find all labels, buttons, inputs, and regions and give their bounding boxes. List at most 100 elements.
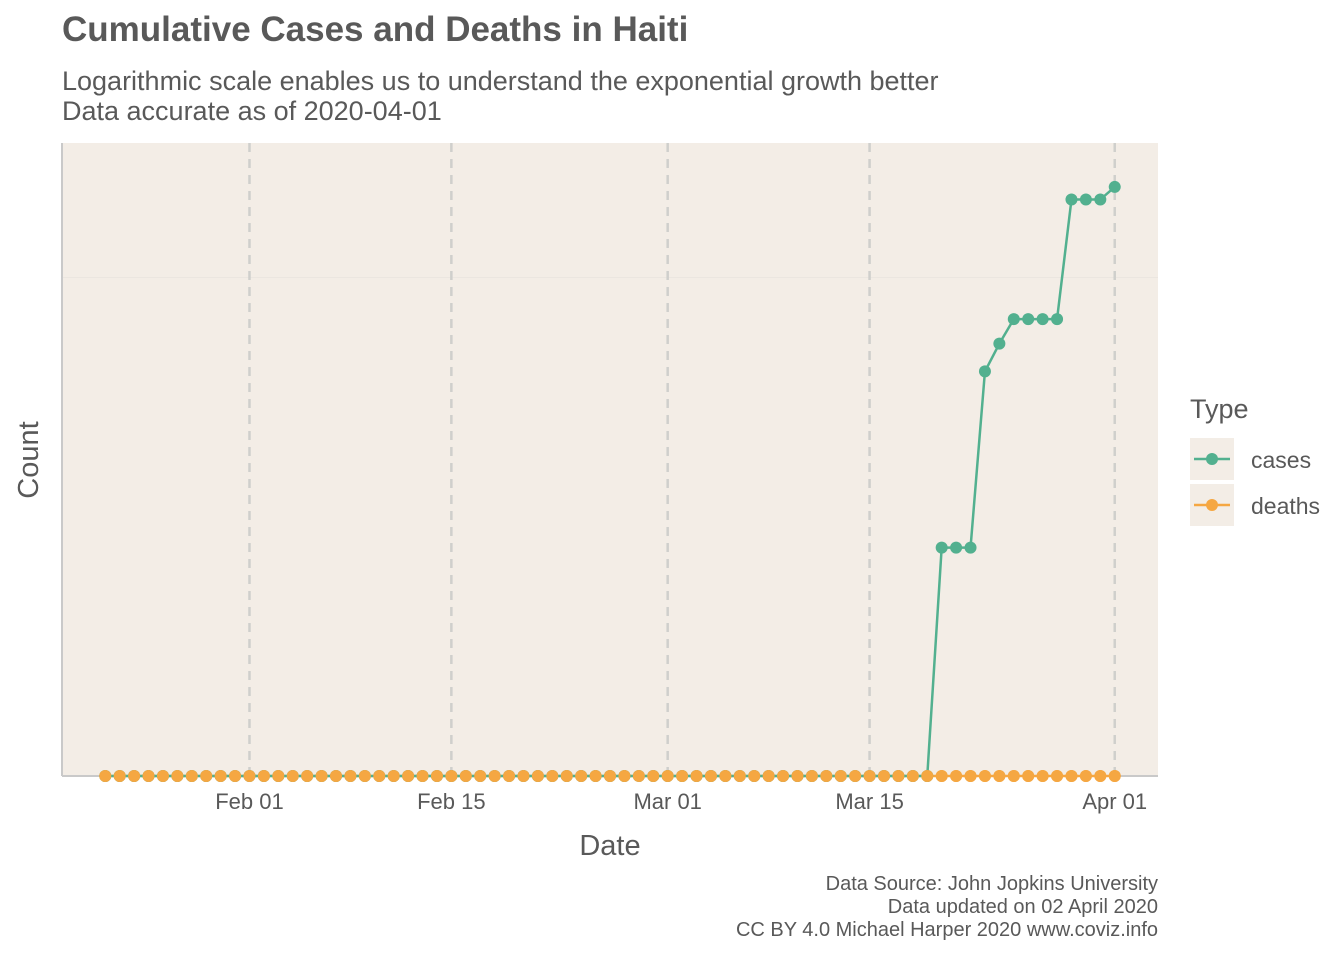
legend-key-point [1206, 499, 1218, 511]
data-point-deaths [661, 770, 674, 782]
x-tick-label: Feb 15 [417, 789, 486, 814]
data-point-deaths [142, 770, 155, 782]
data-point-deaths [978, 770, 991, 782]
legend-title: Type [1190, 394, 1249, 424]
legend-label-deaths: deaths [1251, 493, 1320, 519]
data-point-deaths [719, 770, 732, 782]
caption-source: Data Source: John Jopkins University [825, 873, 1158, 895]
data-point-deaths [315, 770, 328, 782]
data-point-deaths [935, 770, 948, 782]
data-point-cases [964, 541, 977, 554]
data-point-deaths [1065, 770, 1078, 782]
data-point-deaths [604, 770, 616, 782]
data-point-deaths [906, 770, 919, 782]
data-point-deaths [964, 770, 977, 782]
data-point-deaths [676, 770, 689, 782]
data-point-deaths [229, 770, 242, 782]
legend-item-deaths: deaths [1190, 484, 1320, 526]
data-point-cases [1007, 313, 1020, 326]
data-point-deaths [517, 770, 530, 782]
data-point-deaths [1022, 770, 1035, 782]
legend-label-cases: cases [1251, 447, 1311, 473]
data-point-cases [1079, 193, 1092, 206]
data-point-deaths [950, 770, 963, 782]
data-point-deaths [892, 770, 905, 782]
data-point-deaths [373, 770, 386, 782]
data-point-cases [1051, 313, 1064, 326]
subtitle-line-1: Logarithmic scale enables us to understa… [62, 66, 939, 96]
data-point-deaths [445, 770, 458, 782]
legend: Type cases deaths [1190, 394, 1320, 526]
data-point-deaths [589, 770, 602, 782]
data-point-deaths [171, 770, 184, 782]
data-point-deaths [1007, 770, 1020, 782]
x-tick-label: Mar 01 [633, 789, 701, 814]
data-point-deaths [358, 770, 371, 782]
x-axis-label: Date [579, 830, 640, 862]
data-point-deaths [805, 770, 818, 782]
x-tick-label: Apr 01 [1082, 789, 1147, 814]
data-point-deaths [99, 770, 112, 782]
chart-title: Cumulative Cases and Deaths in Haiti [62, 10, 689, 49]
data-point-deaths [863, 770, 876, 782]
data-point-deaths [402, 770, 415, 782]
y-axis-label: Count [13, 421, 45, 498]
data-point-deaths [878, 770, 890, 782]
data-point-deaths [430, 770, 443, 782]
caption-updated: Data updated on 02 April 2020 [887, 896, 1158, 918]
data-point-deaths [474, 770, 487, 782]
data-point-cases [1094, 193, 1107, 206]
data-point-deaths [762, 770, 775, 782]
data-point-deaths [128, 770, 141, 782]
data-point-cases [1065, 193, 1078, 206]
data-point-deaths [301, 770, 314, 782]
data-point-deaths [834, 770, 847, 782]
x-tick-label: Mar 15 [835, 789, 903, 814]
data-point-deaths [777, 770, 790, 782]
data-point-deaths [387, 770, 400, 782]
data-point-cases [978, 365, 991, 378]
caption: Data Source: John Jopkins University Dat… [736, 873, 1158, 942]
grid-lines [62, 143, 1158, 776]
data-point-deaths [1094, 770, 1107, 782]
data-point-deaths [330, 770, 342, 782]
data-point-deaths [185, 770, 198, 782]
data-point-deaths [632, 770, 645, 782]
legend-key-point [1206, 453, 1218, 465]
data-point-deaths [733, 770, 746, 782]
data-point-deaths [214, 770, 227, 782]
data-point-deaths [690, 770, 703, 782]
data-point-deaths [1051, 770, 1064, 782]
data-point-deaths [921, 770, 934, 782]
series-deaths-overlay [99, 770, 1121, 782]
plot-background [62, 143, 1158, 776]
data-point-cases [993, 337, 1006, 350]
data-point-deaths [156, 770, 169, 782]
data-point-deaths [791, 770, 804, 782]
data-point-deaths [748, 770, 761, 782]
chart-subtitle: Logarithmic scale enables us to understa… [62, 66, 939, 126]
x-tick-label: Feb 01 [215, 789, 284, 814]
legend-item-cases: cases [1190, 438, 1311, 480]
data-point-deaths [272, 770, 285, 782]
data-point-deaths [618, 770, 631, 782]
data-point-deaths [647, 770, 660, 782]
data-point-deaths [849, 770, 862, 782]
data-point-deaths [286, 770, 299, 782]
data-point-deaths [416, 770, 429, 782]
data-point-deaths [200, 770, 213, 782]
data-point-deaths [1079, 770, 1092, 782]
data-point-deaths [1036, 770, 1049, 782]
data-point-cases [1022, 313, 1035, 326]
data-point-cases [1108, 180, 1121, 193]
data-point-deaths [531, 770, 544, 782]
data-point-deaths [344, 770, 357, 782]
data-point-deaths [503, 770, 516, 782]
data-point-deaths [488, 770, 501, 782]
data-point-deaths [575, 770, 588, 782]
data-point-deaths [243, 770, 256, 782]
data-point-deaths [546, 770, 559, 782]
data-point-deaths [1108, 770, 1121, 782]
data-point-cases [1036, 313, 1049, 326]
x-tick-labels: Feb 01 Feb 15 Mar 01 Mar 15 Apr 01 [215, 789, 1147, 814]
